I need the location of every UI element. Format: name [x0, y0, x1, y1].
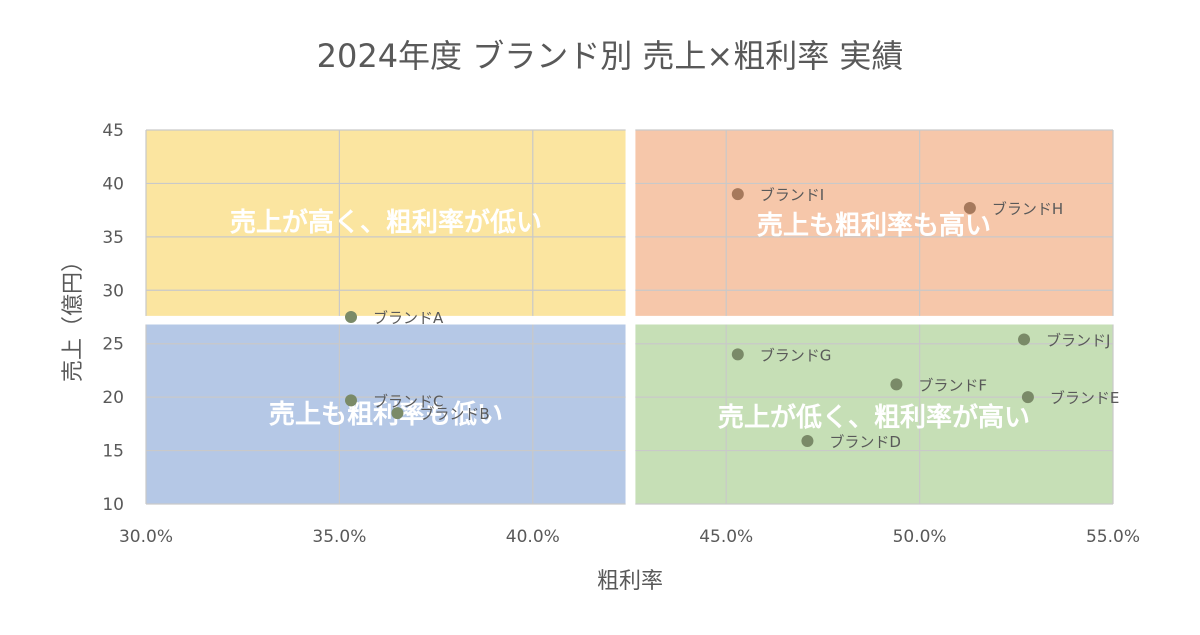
y-tick-label: 40 [102, 174, 124, 194]
x-tick-label: 50.0% [893, 527, 947, 547]
y-tick-label: 25 [102, 335, 124, 355]
x-tick-label: 45.0% [699, 527, 753, 547]
data-point [345, 311, 358, 323]
quadrant-label-1: 売上が高く、粗利率が低い [230, 207, 542, 238]
data-point [1021, 391, 1034, 404]
point-label: ブランドE [1050, 389, 1119, 407]
y-tick-label: 10 [102, 495, 124, 515]
point-label: ブランドA [373, 309, 444, 327]
quadrant-1 [146, 130, 626, 316]
y-tick-label: 30 [102, 281, 124, 301]
point-label: ブランドH [992, 200, 1063, 218]
point-label: ブランドB [419, 405, 489, 423]
data-point [890, 378, 903, 391]
point-label: ブランドI [760, 186, 824, 204]
data-point [345, 394, 358, 407]
quadrant-4 [635, 324, 1113, 504]
quadrant-label-4: 売上が低く、粗利率が高い [718, 402, 1030, 433]
grid-lines [145, 129, 1114, 505]
point-label: ブランドD [829, 433, 901, 451]
y-tick-label: 15 [102, 442, 124, 462]
x-tick-label: 35.0% [312, 527, 366, 547]
data-point [731, 188, 744, 201]
point-label: ブランドF [918, 376, 987, 394]
quadrant-2 [635, 130, 1113, 316]
data-point [1018, 333, 1031, 346]
quadrant-label-3: 売上も粗利率も低い [269, 399, 503, 430]
point-label: ブランドG [760, 346, 832, 364]
quadrant-backgrounds [146, 130, 1113, 504]
point-label: ブランドJ [1046, 331, 1110, 349]
x-tick-label: 30.0% [119, 527, 173, 547]
y-axis-ticks: 10 15 20 25 30 35 40 45 [102, 121, 124, 515]
x-tick-label: 40.0% [506, 527, 560, 547]
x-axis-ticks: 30.0% 35.0% 40.0% 45.0% 50.0% 55.0% [119, 527, 1140, 547]
quadrant-gap-horizontal [145, 315, 1114, 325]
x-tick-label: 55.0% [1086, 527, 1140, 547]
y-tick-label: 45 [102, 121, 124, 141]
data-point [963, 202, 976, 215]
data-point [731, 348, 744, 361]
point-label: ブランドC [373, 392, 443, 410]
quadrant-3 [146, 324, 626, 504]
x-axis-label: 粗利率 [597, 569, 663, 594]
chart-title: 2024年度 ブランド別 売上×粗利率 実績 [317, 37, 904, 75]
y-tick-label: 20 [102, 388, 124, 408]
quadrant-label-2: 売上も粗利率も高い [757, 210, 991, 241]
data-point [801, 434, 814, 447]
y-axis-label: 売上（億円） [61, 250, 86, 382]
data-point [391, 407, 404, 420]
y-tick-label: 35 [102, 228, 124, 248]
